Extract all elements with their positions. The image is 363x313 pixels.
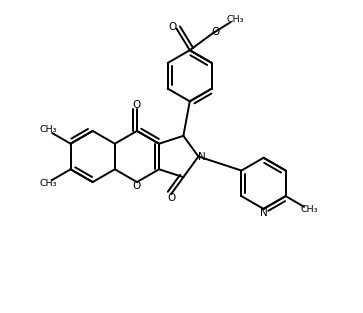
Text: O: O — [169, 22, 177, 32]
Text: CH₃: CH₃ — [39, 126, 57, 134]
Text: CH₃: CH₃ — [227, 15, 244, 24]
Text: CH₃: CH₃ — [39, 179, 57, 187]
Text: O: O — [211, 27, 219, 37]
Text: O: O — [133, 182, 141, 192]
Text: CH₃: CH₃ — [300, 205, 318, 214]
Text: N: N — [260, 208, 268, 218]
Text: O: O — [133, 100, 141, 110]
Text: N: N — [197, 151, 205, 162]
Text: O: O — [167, 193, 175, 203]
